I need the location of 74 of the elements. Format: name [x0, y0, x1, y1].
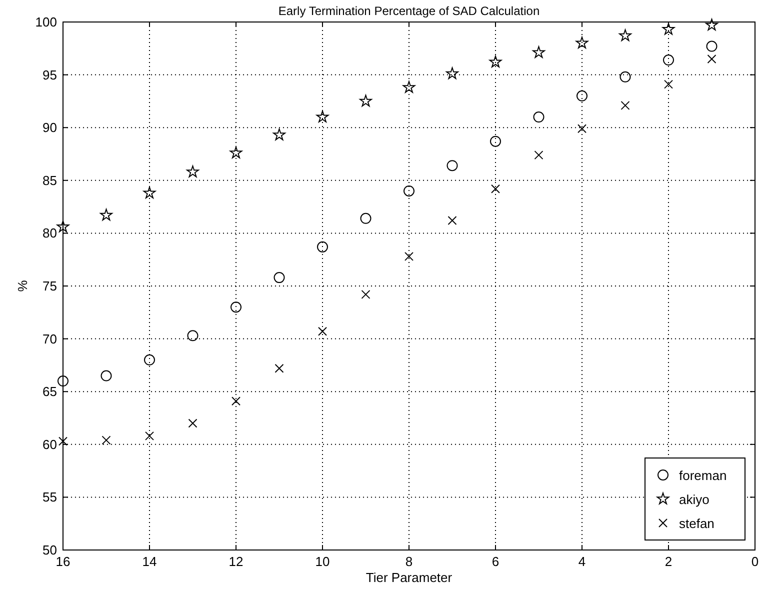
- point: [706, 18, 718, 30]
- x-tick-label: 14: [142, 554, 157, 569]
- point: [707, 54, 716, 64]
- point: [534, 150, 544, 160]
- point: [662, 22, 675, 35]
- point: [446, 67, 458, 80]
- point: [56, 220, 70, 232]
- y-tick-label: 50: [42, 542, 57, 558]
- x-tick-label: 12: [228, 554, 244, 569]
- point: [664, 80, 673, 89]
- legend-label: foreman: [679, 468, 727, 483]
- point: [230, 302, 242, 313]
- point: [274, 364, 284, 373]
- point: [578, 124, 586, 134]
- point: [318, 326, 327, 336]
- y-tick-label: 85: [42, 172, 57, 188]
- point: [619, 29, 632, 42]
- y-axis-title: %: [15, 280, 30, 292]
- point: [663, 54, 674, 66]
- point: [576, 36, 588, 48]
- y-tick-label: 70: [42, 331, 57, 346]
- point: [620, 100, 630, 110]
- point: [706, 40, 718, 52]
- y-tick-label: 65: [42, 384, 57, 400]
- point: [620, 71, 631, 82]
- point: [576, 90, 588, 102]
- x-tick-label: 10: [315, 554, 330, 569]
- x-tick-label: 16: [56, 554, 70, 569]
- point: [448, 216, 457, 226]
- point: [317, 241, 328, 252]
- point: [491, 184, 500, 194]
- x-tick-label: 6: [492, 554, 500, 569]
- point: [100, 370, 112, 382]
- point: [100, 208, 112, 221]
- y-tick-label: 55: [42, 490, 57, 505]
- point: [188, 418, 198, 428]
- y-tick-label: 95: [42, 67, 57, 82]
- point: [361, 290, 370, 299]
- point: [533, 112, 544, 123]
- legend-label: stefan: [679, 516, 714, 531]
- point: [232, 396, 240, 406]
- x-tick-label: 4: [578, 554, 586, 569]
- point: [187, 330, 198, 342]
- chart-title: Early Termination Percentage of SAD Calculation: [278, 4, 540, 18]
- point: [532, 46, 545, 58]
- point: [273, 128, 286, 140]
- point: [230, 146, 242, 158]
- x-tick-label: 8: [405, 554, 413, 569]
- y-tick-label: 60: [42, 436, 57, 452]
- x-axis-title: Tier Parameter: [366, 570, 453, 585]
- point: [404, 185, 414, 196]
- x-tick-label: 2: [664, 554, 672, 569]
- x-tick-label: 0: [751, 554, 759, 569]
- legend-label: akiyo: [679, 492, 710, 507]
- point: [58, 436, 68, 446]
- point: [144, 354, 155, 366]
- point: [360, 212, 372, 224]
- y-tick-label: 80: [42, 226, 57, 241]
- y-tick-label: 90: [42, 120, 57, 136]
- point: [490, 136, 501, 147]
- point: [489, 56, 502, 68]
- y-tick-label: 100: [35, 14, 57, 30]
- point: [316, 110, 329, 122]
- point: [274, 272, 285, 284]
- point: [143, 186, 156, 198]
- point: [360, 94, 372, 107]
- point: [102, 436, 111, 445]
- point: [58, 376, 68, 387]
- point: [404, 252, 414, 261]
- point: [186, 165, 199, 178]
- point: [446, 160, 458, 172]
- point: [145, 431, 154, 440]
- y-tick-label: 75: [42, 278, 57, 294]
- point: [402, 81, 416, 93]
